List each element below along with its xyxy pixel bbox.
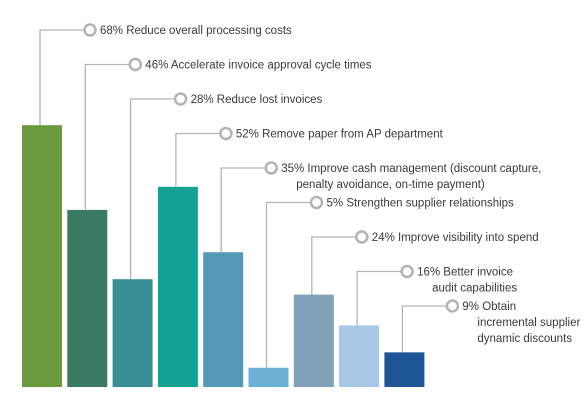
- bar-label-line: 46% Accelerate invoice approval cycle ti…: [145, 60, 372, 72]
- connector-line-7: [311, 236, 357, 295]
- bar-label-line: audit capabilities: [432, 283, 517, 295]
- marker-4: [219, 126, 233, 141]
- bar-label-1: 68% Reduce overall processing costs: [100, 25, 292, 37]
- connector-line-5: [220, 167, 266, 253]
- marker-1: [83, 23, 97, 37]
- bar-label-line: 35% Improve cash management (discount ca…: [281, 163, 541, 175]
- connector-line-3: [129, 98, 176, 280]
- bar-2: [67, 209, 108, 387]
- connector-line-2: [84, 63, 130, 210]
- bar-6: [248, 367, 289, 387]
- connector-line-1: [39, 29, 85, 126]
- bar-7: [293, 294, 334, 387]
- bar-3: [112, 279, 153, 387]
- marker-8: [400, 264, 414, 279]
- connector-line-4: [175, 132, 221, 187]
- bar-label-line: 16% Better invoice: [417, 267, 513, 279]
- marker-5: [264, 161, 278, 175]
- bar-label-line: dynamic discounts: [477, 333, 572, 345]
- bar-label-line: incremental supplier: [477, 317, 580, 329]
- bar-9: [384, 352, 425, 387]
- bar-4: [157, 186, 198, 387]
- bar-1: [22, 125, 62, 387]
- bar-label-line: penalty avoidance, on-time payment): [296, 179, 485, 191]
- bar-label-4: 52% Remove paper from AP department: [236, 129, 444, 141]
- bar-label-9: 9% Obtain incremental supplier dynamic dis…: [462, 301, 580, 345]
- bar-label-line: 24% Improve visibility into spend: [372, 232, 539, 244]
- marker-3: [173, 92, 188, 106]
- connector-line-9: [401, 305, 447, 353]
- bar-5: [203, 252, 244, 387]
- bar-label-line: 28% Reduce lost invoices: [191, 94, 323, 106]
- connector-line-8: [356, 270, 402, 326]
- bar-label-7: 24% Improve visibility into spend: [372, 232, 539, 244]
- bar-label-line: 68% Reduce overall processing costs: [100, 25, 292, 37]
- bar-label-line: 5% Strengthen supplier relationships: [327, 198, 515, 210]
- bar-label-6: 5% Strengthen supplier relationships: [327, 198, 515, 210]
- marker-7: [355, 230, 369, 244]
- bar-label-8: 16% Better invoice audit capabilities: [417, 267, 517, 295]
- bar-label-3: 28% Reduce lost invoices: [191, 94, 323, 106]
- bar-label-2: 46% Accelerate invoice approval cycle ti…: [145, 60, 372, 72]
- marker-6: [309, 195, 324, 210]
- bar-label-line: 9% Obtain: [462, 301, 516, 313]
- bar-8: [339, 325, 380, 387]
- marker-9: [445, 299, 460, 313]
- bar-label-line: 52% Remove paper from AP department: [236, 129, 444, 141]
- marker-2: [128, 57, 143, 72]
- bar-label-5: 35% Improve cash management (discount ca…: [281, 163, 541, 191]
- connector-line-6: [265, 201, 311, 368]
